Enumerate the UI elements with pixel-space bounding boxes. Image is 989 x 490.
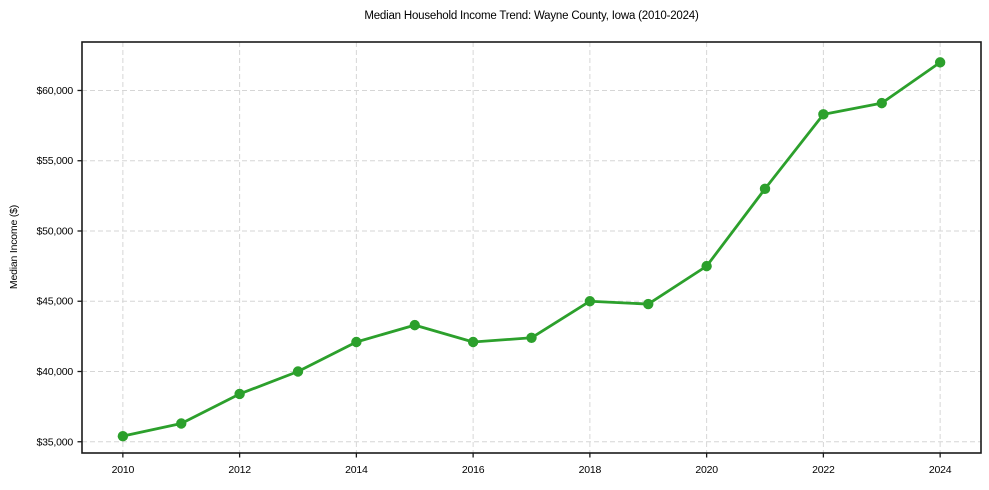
data-point-marker xyxy=(234,388,245,400)
y-tick-label: $50,000 xyxy=(36,225,73,237)
data-point-marker xyxy=(176,418,187,429)
x-tick-label: 2016 xyxy=(462,464,485,476)
data-point-marker xyxy=(526,332,537,343)
data-point-marker xyxy=(759,183,771,195)
y-tick-label: $35,000 xyxy=(36,436,73,448)
x-tick-label: 2024 xyxy=(929,464,952,476)
x-tick-label: 2014 xyxy=(345,464,368,476)
x-tick-label: 2020 xyxy=(695,464,718,476)
data-point-marker xyxy=(409,319,420,331)
data-point-marker xyxy=(117,430,129,442)
data-point-marker xyxy=(818,109,829,120)
data-point-marker xyxy=(876,97,887,109)
plot-frame xyxy=(81,41,982,454)
y-tick-label: $55,000 xyxy=(36,155,73,167)
y-tick-label: $40,000 xyxy=(36,366,73,378)
x-tick-label: 2010 xyxy=(112,464,135,476)
y-axis-label: Median Income ($) xyxy=(8,204,20,290)
y-tick-label: $45,000 xyxy=(36,296,73,308)
data-point-marker xyxy=(467,336,479,348)
data-point-marker xyxy=(584,296,596,307)
data-point-marker xyxy=(643,298,654,310)
data-point-marker xyxy=(701,260,712,272)
data-point-marker xyxy=(934,57,946,68)
data-point-marker xyxy=(292,366,304,377)
trend-line xyxy=(121,60,942,438)
chart-title: Median Household Income Trend: Wayne Cou… xyxy=(364,10,699,22)
x-tick-label: 2012 xyxy=(228,464,251,476)
data-point-marker xyxy=(351,336,362,348)
y-tick-label: $60,000 xyxy=(36,85,73,97)
x-tick-label: 2018 xyxy=(579,464,602,476)
x-tick-label: 2022 xyxy=(812,464,835,476)
